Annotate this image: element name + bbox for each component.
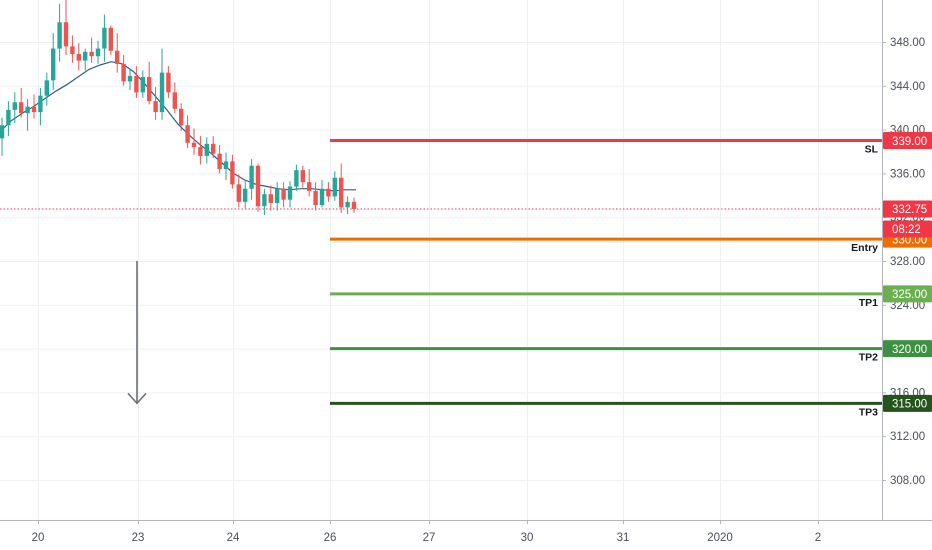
candle-body (262, 194, 267, 207)
time-axis[interactable]: 20 23 24 26 27 30 31 2020 2 (32, 520, 822, 544)
down-arrow (127, 261, 147, 405)
level-badge-tp1-text: 325.00 (892, 289, 927, 301)
price-tick-label: 336.00 (890, 168, 925, 180)
candle-body (38, 95, 43, 113)
candle-body (159, 72, 165, 113)
time-tick-label: 24 (227, 532, 240, 544)
current-price-badge-text: 332.75 (892, 204, 927, 216)
price-badges: 339.00330.00325.00320.00315.00332.7508:2… (883, 132, 932, 412)
level-label-tp1: TP1 (859, 297, 878, 309)
candle-body (179, 108, 184, 126)
current-price-badge (883, 200, 932, 218)
candle-body (275, 188, 280, 203)
candle-body (287, 186, 293, 200)
level-badge-sl (883, 132, 932, 150)
time-tick-label: 2020 (707, 532, 733, 544)
candle-body (268, 194, 273, 203)
candle-body (332, 177, 337, 197)
candle-body (6, 109, 11, 126)
time-tick-label: 23 (132, 532, 145, 544)
candle-body (51, 48, 56, 81)
candle-body (134, 75, 139, 93)
countdown-badge (883, 220, 932, 238)
chart-grid (0, 0, 882, 520)
time-tick-label: 2 (815, 532, 821, 544)
level-badge-tp2 (883, 340, 932, 358)
price-tick-label: 308.00 (890, 475, 925, 487)
time-tick-label: 20 (32, 532, 45, 544)
level-label-tp3: TP3 (859, 406, 878, 418)
level-label-tp2: TP2 (859, 352, 878, 364)
level-badge-tp3-text: 315.00 (892, 399, 927, 411)
candle-body (89, 51, 94, 57)
candle-body (12, 102, 17, 110)
countdown-badge-text: 08:22 (892, 224, 921, 236)
candle-body (153, 101, 158, 113)
candle-body (326, 188, 331, 197)
candle-body (95, 48, 101, 57)
trade-levels (330, 139, 882, 405)
price-tick-label: 324.00 (890, 300, 925, 312)
candle-body (140, 77, 145, 93)
candle-body (76, 54, 81, 61)
candlestick-series (0, 0, 357, 216)
price-tick-label: 328.00 (890, 256, 925, 268)
price-axis[interactable]: 348.00344.00340.00336.00332.00328.00324.… (882, 37, 925, 487)
candle-body (223, 161, 229, 170)
candle-body (319, 188, 325, 206)
candle-body (185, 125, 190, 143)
candle-body (63, 22, 69, 47)
candle-body (31, 106, 37, 113)
candle-body (230, 161, 235, 185)
candle-body (294, 170, 299, 187)
level-label-sl: SL (865, 144, 879, 156)
candle-body (172, 92, 177, 109)
time-tick-label: 26 (324, 532, 337, 544)
candle-body (249, 165, 254, 189)
candle-body (351, 201, 357, 209)
candle-body (44, 80, 49, 96)
candle-body (115, 50, 120, 64)
candle-body (313, 190, 318, 206)
level-badge-sl-text: 339.00 (892, 136, 927, 148)
candle-body (345, 201, 350, 208)
candle-body (102, 27, 107, 49)
candle-body (217, 153, 222, 170)
candle-body (57, 22, 62, 49)
candle-body (108, 27, 113, 51)
candle-body (204, 143, 209, 156)
candle-body (236, 184, 241, 202)
candle-body (166, 72, 171, 93)
candle-body (255, 165, 261, 207)
candle-body (281, 188, 286, 200)
candle-body (191, 142, 197, 148)
price-tick-label: 312.00 (890, 431, 925, 443)
candle-body (300, 170, 305, 183)
candle-body (243, 188, 248, 202)
candle-body (121, 63, 126, 82)
candle-body (307, 182, 312, 191)
price-tick-label: 348.00 (890, 37, 925, 49)
level-label-entry: Entry (851, 242, 878, 254)
candle-body (198, 147, 203, 156)
candle-body (70, 46, 75, 55)
candle-body (0, 125, 5, 139)
candle-body (147, 77, 152, 102)
level-badge-tp1 (883, 285, 932, 303)
candle-body (83, 51, 88, 61)
price-tick-label: 344.00 (890, 81, 925, 93)
arrow-head (127, 392, 147, 405)
candle-body (339, 177, 344, 208)
level-badge-tp3 (883, 394, 932, 412)
candle-body (25, 106, 30, 114)
time-tick-label: 27 (423, 532, 436, 544)
candle-body (127, 75, 133, 82)
level-badge-tp2-text: 320.00 (892, 344, 927, 356)
candle-body (211, 143, 216, 154)
time-tick-label: 31 (617, 532, 630, 544)
level-labels: SL Entry TP1 TP2 TP3 (851, 144, 878, 419)
time-tick-label: 30 (521, 532, 534, 544)
candle-body (19, 102, 24, 114)
